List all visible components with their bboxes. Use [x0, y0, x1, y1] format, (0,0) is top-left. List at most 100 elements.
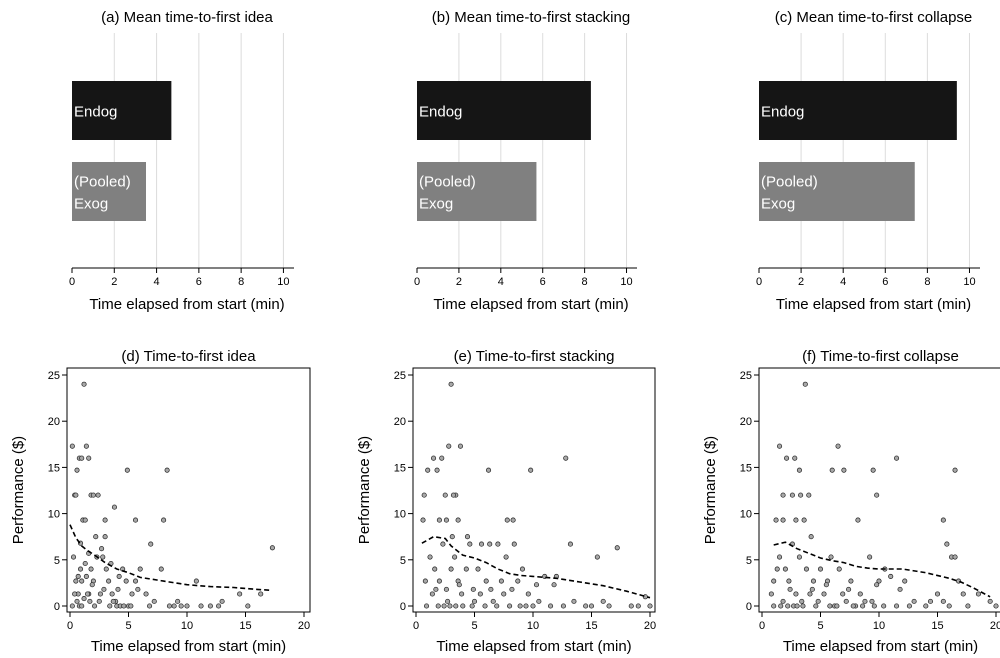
scatter-point — [509, 586, 515, 592]
scatter-point — [171, 603, 177, 609]
scatter-point — [841, 467, 847, 473]
scatter-point — [803, 566, 810, 572]
scatter-point — [87, 598, 93, 604]
x-tick-label: 4 — [840, 276, 846, 288]
scatter-point — [442, 492, 448, 498]
scatter-point — [571, 598, 577, 604]
panel-d: 0 5 10 15 20 25 0 5 10 15 20 (d) Time-to-first idea… — [10, 348, 311, 655]
scatter-point — [455, 517, 461, 523]
x-tick-label: 10 — [620, 276, 632, 288]
scatter-point — [771, 578, 777, 584]
x-tick-label: 6 — [196, 276, 202, 288]
y-tick-label: 25 — [48, 370, 60, 382]
scatter-point — [807, 591, 813, 597]
scatter-point — [107, 603, 113, 609]
scatter-point — [821, 591, 827, 597]
scatter-point — [478, 541, 485, 547]
chart-title: (d) Time-to-first idea — [121, 348, 256, 365]
scatter-point — [860, 603, 866, 609]
scatter-point — [95, 492, 101, 498]
scatter-point — [490, 598, 496, 604]
scatter-point — [82, 517, 88, 523]
scatter-point — [776, 554, 783, 560]
scatter-point — [460, 603, 466, 609]
scatter-point — [893, 603, 900, 609]
scatter-point — [430, 455, 437, 461]
chart-title: (b) Mean time-to-first stacking — [432, 9, 630, 26]
trend-line — [773, 541, 991, 598]
scatter-point — [563, 455, 569, 461]
scatter-point — [446, 443, 452, 449]
scatter-point — [436, 517, 442, 523]
scatter-point — [993, 603, 999, 609]
x-tick-label: 20 — [990, 620, 1000, 632]
scatter-point — [469, 603, 475, 609]
scatter-point — [810, 578, 817, 584]
scatter-point — [940, 517, 946, 523]
scatter-point — [893, 455, 900, 461]
bar — [72, 81, 172, 140]
scatter-point — [594, 554, 600, 560]
scatter-point — [487, 541, 493, 547]
scatter-point — [92, 603, 98, 609]
scatter-point — [151, 598, 157, 604]
scatter-point — [471, 598, 478, 604]
scatter-point — [494, 603, 500, 609]
scatter-point — [463, 566, 469, 572]
scatter-point — [421, 492, 427, 498]
y-tick-label: 20 — [394, 416, 406, 428]
scatter-point — [147, 603, 153, 609]
x-tick-label: 0 — [413, 620, 419, 632]
scatter-point — [148, 541, 154, 547]
y-tick-label: 10 — [48, 509, 60, 521]
x-tick-label: 4 — [154, 276, 160, 288]
scatter-point — [436, 578, 442, 584]
scatter-point — [103, 566, 109, 572]
scatter-point — [823, 582, 829, 588]
scatter-point — [482, 603, 488, 609]
bar — [417, 162, 537, 221]
scatter-point — [161, 517, 167, 523]
scatter-point — [184, 603, 190, 609]
scatter-point — [102, 517, 108, 523]
y-tick-label: 15 — [740, 462, 752, 474]
scatter-point — [88, 566, 94, 572]
scatter-point — [530, 603, 536, 609]
scatter-point — [106, 578, 112, 584]
scatter-point — [433, 586, 439, 592]
scatter-point — [867, 554, 873, 560]
scatter-point — [515, 578, 521, 584]
scatter-point — [69, 603, 75, 609]
scatter-point — [776, 443, 783, 449]
x-tick-label: 6 — [882, 276, 888, 288]
scatter-point — [116, 573, 122, 579]
scatter-point — [774, 566, 780, 572]
scatter-point — [85, 591, 91, 597]
scatter-point — [96, 598, 102, 604]
x-tick-label: 10 — [963, 276, 975, 288]
chart-title: (e) Time-to-first stacking — [454, 348, 615, 365]
scatter-point — [952, 554, 958, 560]
scatter-point — [129, 591, 135, 597]
bar-label: Endog — [419, 104, 462, 121]
x-axis-label: Time elapsed from start (min) — [436, 638, 631, 655]
scatter-point — [101, 586, 107, 592]
scatter-point — [99, 546, 105, 552]
scatter-point — [796, 554, 802, 560]
scatter-point — [432, 566, 438, 572]
y-tick-label: 20 — [740, 416, 752, 428]
scatter-point — [427, 554, 433, 560]
x-tick-label: 2 — [798, 276, 804, 288]
scatter-point — [198, 603, 204, 609]
x-tick-label: 5 — [471, 620, 477, 632]
scatter-point — [809, 586, 815, 592]
x-axis-label: Time elapsed from start (min) — [89, 296, 284, 313]
scatter-point — [90, 492, 96, 498]
scatter-point — [647, 603, 653, 609]
scatter-point — [828, 554, 834, 560]
scatter-point — [79, 603, 85, 609]
scatter-point — [606, 603, 612, 609]
scatter-point — [944, 541, 950, 547]
scatter-point — [143, 591, 149, 597]
scatter-point — [588, 603, 595, 609]
